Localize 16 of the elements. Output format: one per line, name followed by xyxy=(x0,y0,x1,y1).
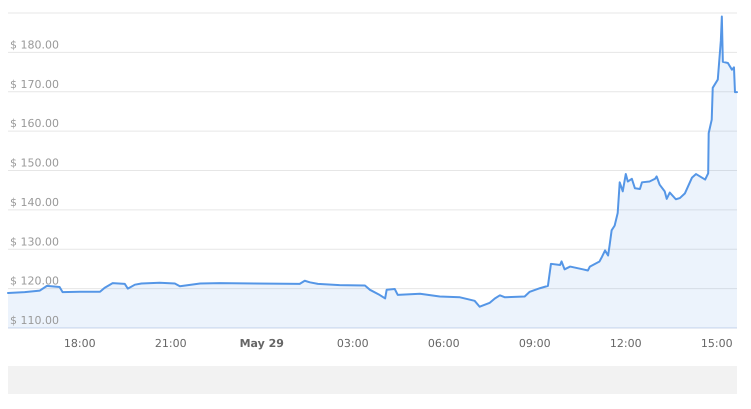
x-tick-label: 06:00 xyxy=(428,337,460,350)
x-tick-label: May 29 xyxy=(240,337,284,350)
x-tick-label: 03:00 xyxy=(336,337,369,350)
x-tick-label: 21:00 xyxy=(154,337,187,350)
y-tick-label: $ 110.00 xyxy=(10,314,59,327)
y-tick-label: $ 180.00 xyxy=(10,38,59,52)
x-tick-label: 15:00 xyxy=(700,337,733,350)
x-tick-label: 18:00 xyxy=(64,337,96,350)
y-tick-label: $ 120.00 xyxy=(10,274,59,288)
y-tick-label: $ 130.00 xyxy=(10,235,59,248)
x-tick-label: 09:00 xyxy=(518,337,551,350)
y-tick-label: $ 160.00 xyxy=(10,117,59,130)
x-tick-label: 12:00 xyxy=(610,337,642,350)
y-tick-label: $ 140.00 xyxy=(10,196,59,209)
y-tick-label: $ 150.00 xyxy=(10,156,59,170)
y-tick-label: $ 170.00 xyxy=(10,78,59,91)
